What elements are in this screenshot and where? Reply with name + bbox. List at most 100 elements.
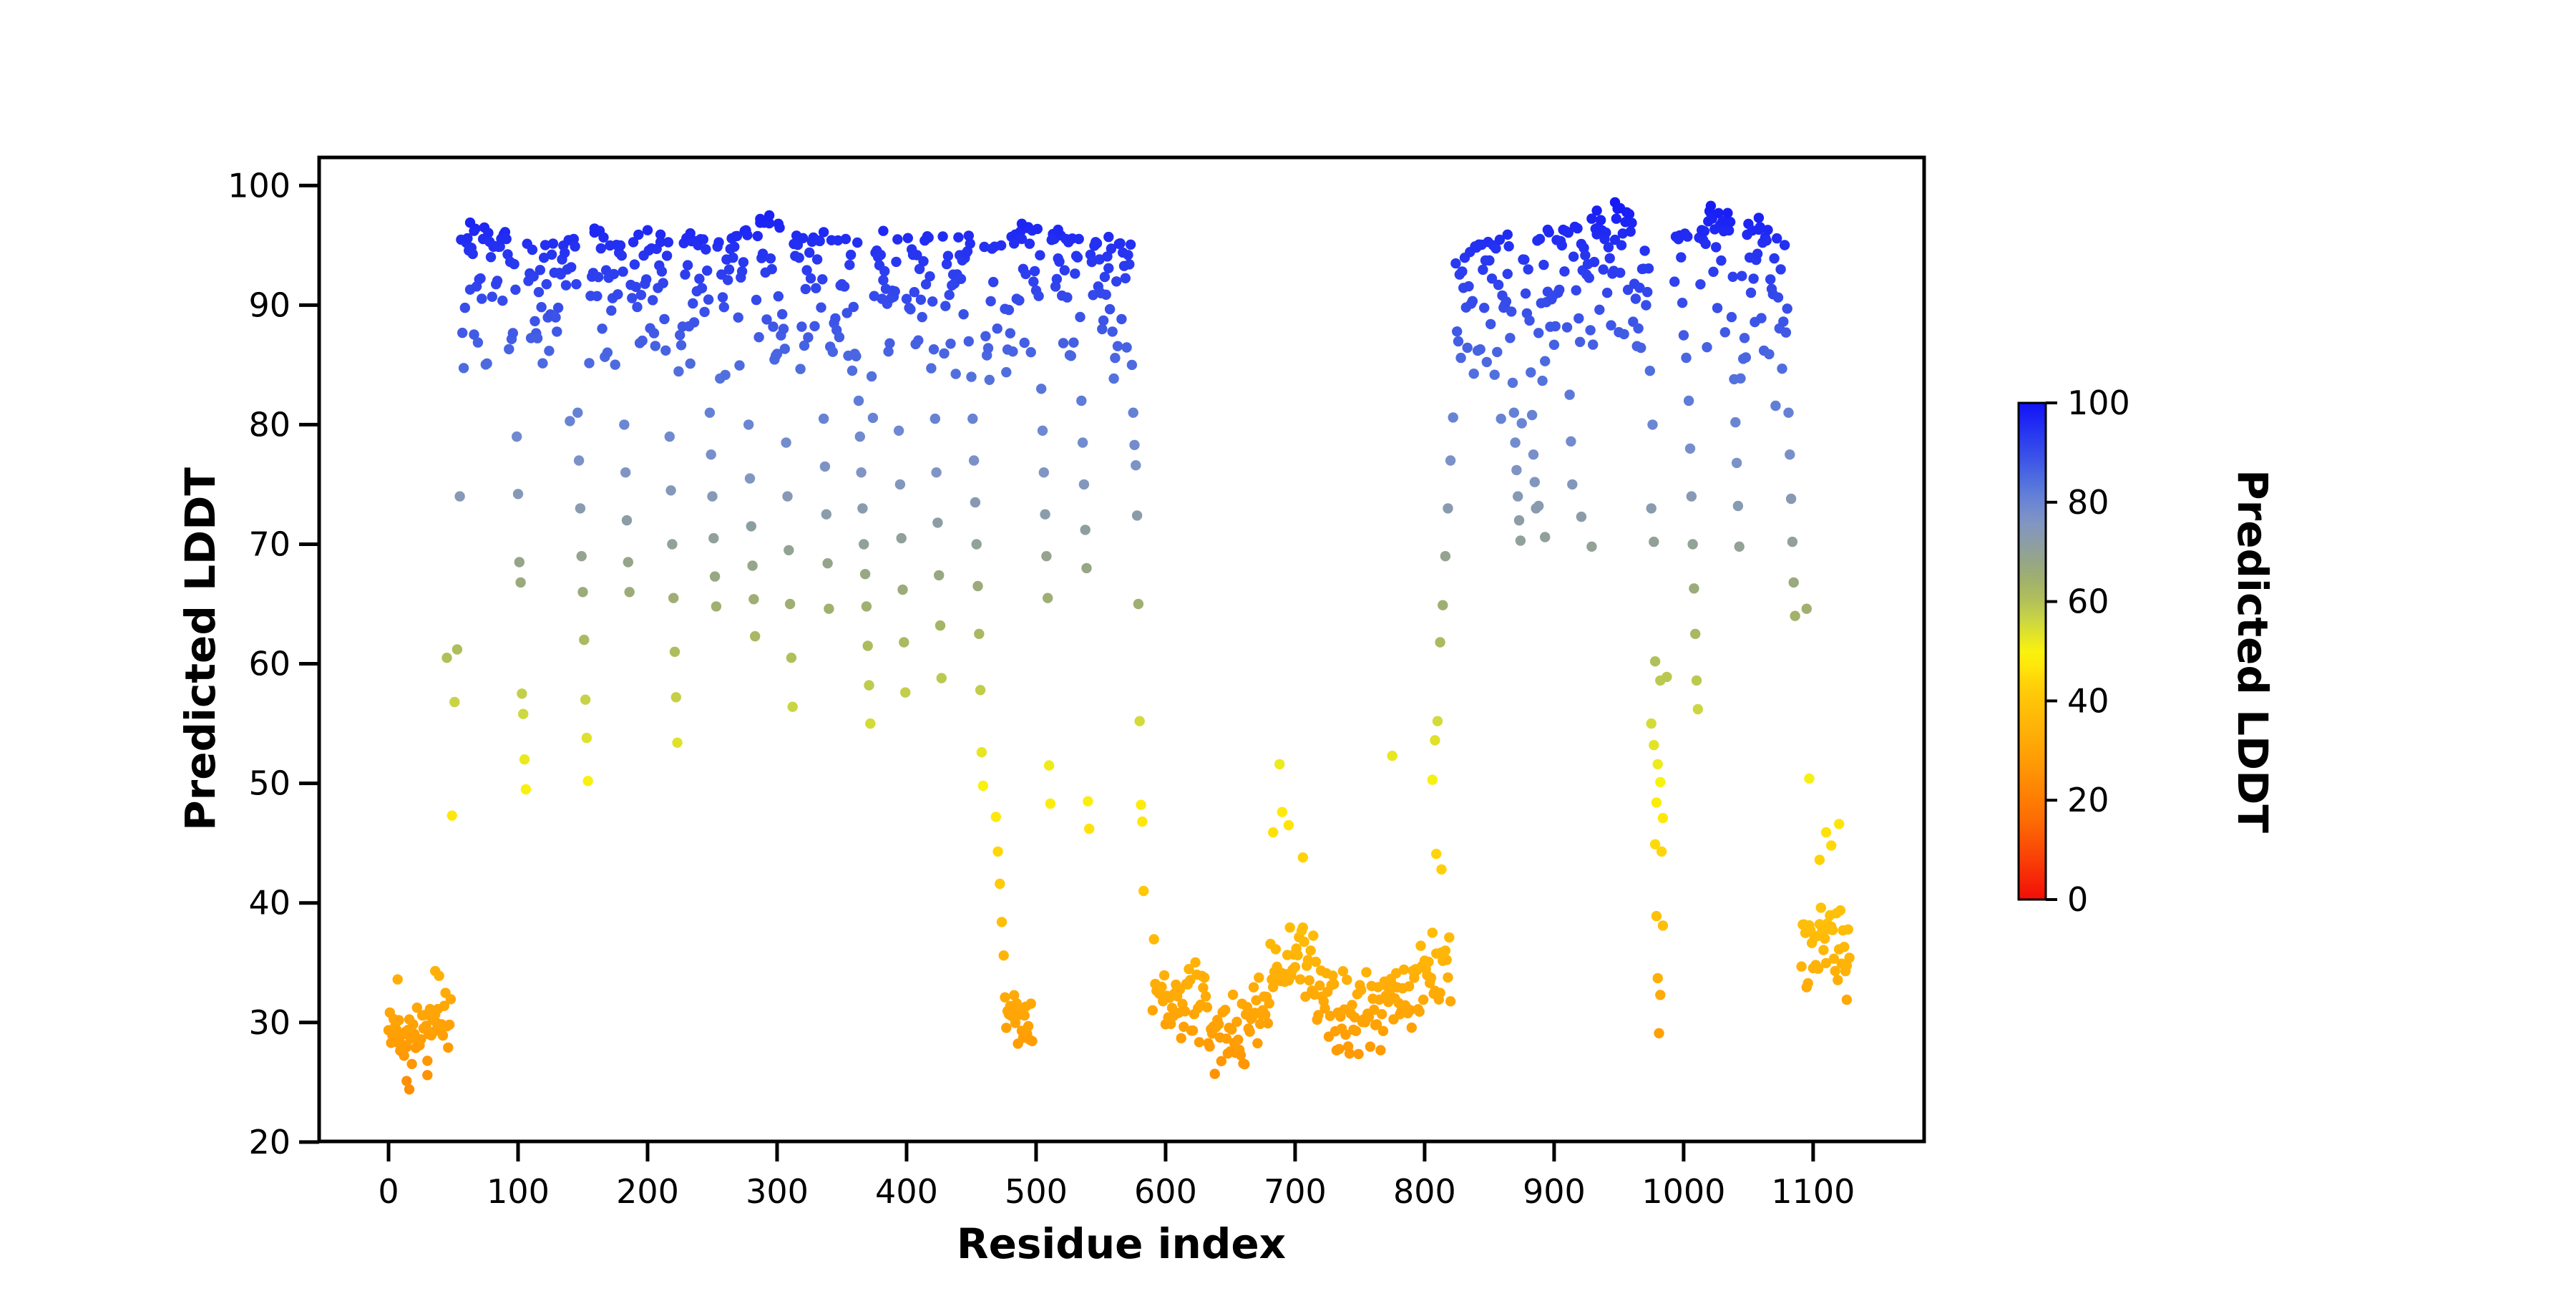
data-point xyxy=(589,223,600,234)
data-point xyxy=(560,280,572,291)
data-point xyxy=(990,812,1002,822)
data-point xyxy=(660,345,671,356)
data-point xyxy=(995,878,1005,890)
data-point xyxy=(1264,998,1274,1009)
data-point xyxy=(711,601,722,612)
data-point xyxy=(1682,231,1693,242)
data-point xyxy=(1731,457,1742,469)
data-point xyxy=(1065,351,1077,361)
data-point xyxy=(1493,279,1504,291)
data-point xyxy=(1511,464,1522,476)
data-point xyxy=(814,235,825,247)
data-point xyxy=(422,1070,433,1081)
data-point xyxy=(408,1019,419,1030)
data-point xyxy=(794,253,804,263)
data-point xyxy=(1268,827,1279,838)
data-point xyxy=(897,584,908,595)
y-tick-label: 50 xyxy=(248,764,291,803)
axes-spines xyxy=(317,155,1926,1144)
data-point xyxy=(1131,460,1141,471)
data-point xyxy=(1313,1010,1324,1020)
data-point xyxy=(1520,288,1531,299)
data-point xyxy=(615,240,626,251)
data-point xyxy=(416,1034,426,1045)
data-point xyxy=(1705,200,1717,211)
data-point xyxy=(1302,955,1314,965)
data-point xyxy=(547,238,559,249)
data-point xyxy=(738,257,749,268)
data-point xyxy=(1377,1026,1389,1036)
data-point xyxy=(937,231,948,242)
data-point xyxy=(1540,532,1551,542)
data-point xyxy=(934,570,945,581)
data-point xyxy=(1481,356,1492,368)
data-point xyxy=(552,302,564,313)
data-point xyxy=(1740,352,1751,363)
data-point xyxy=(1043,760,1055,771)
data-point xyxy=(1756,313,1767,323)
data-point xyxy=(1009,990,1020,1000)
data-point xyxy=(1248,982,1259,993)
data-point xyxy=(1051,273,1063,285)
data-point xyxy=(747,560,758,571)
data-point xyxy=(512,431,522,442)
data-point xyxy=(1524,315,1535,326)
data-point xyxy=(1783,407,1794,418)
data-point xyxy=(1501,296,1512,307)
data-point xyxy=(1405,1005,1416,1015)
data-point xyxy=(752,230,763,242)
data-point xyxy=(1724,217,1736,228)
data-point xyxy=(1204,1041,1215,1052)
data-point xyxy=(1726,311,1737,323)
data-point xyxy=(539,253,550,263)
data-point xyxy=(1398,964,1410,975)
data-point xyxy=(1094,254,1105,265)
data-point xyxy=(1035,250,1045,260)
data-point xyxy=(565,416,575,427)
data-point xyxy=(936,673,947,683)
data-point xyxy=(1120,273,1131,283)
data-point xyxy=(1054,256,1065,267)
data-point xyxy=(1827,925,1838,935)
data-point xyxy=(1277,807,1288,817)
data-point xyxy=(1507,377,1518,389)
data-point xyxy=(1097,323,1108,335)
data-point xyxy=(953,232,964,243)
data-point xyxy=(1305,945,1316,956)
y-axis: 20 30 40 50 60 70 80 90 100 xyxy=(228,166,319,1161)
data-point xyxy=(1655,990,1666,1000)
data-point xyxy=(867,412,879,424)
data-point xyxy=(786,653,797,663)
data-point xyxy=(941,258,952,270)
data-point xyxy=(970,497,981,508)
data-point xyxy=(958,309,969,320)
data-point xyxy=(1340,1029,1351,1041)
data-point xyxy=(1700,238,1711,249)
data-point xyxy=(1297,922,1309,933)
data-point xyxy=(1453,336,1464,347)
data-point xyxy=(1708,266,1719,277)
data-point xyxy=(619,419,630,430)
data-point xyxy=(1084,823,1095,834)
data-point xyxy=(444,1019,455,1031)
data-point xyxy=(441,653,452,663)
data-point xyxy=(1647,419,1658,430)
data-point xyxy=(1729,374,1740,385)
data-point xyxy=(1641,300,1652,311)
colorbar-tick-label: 100 xyxy=(2067,384,2130,422)
data-point xyxy=(706,449,716,460)
data-point xyxy=(1005,328,1016,338)
data-point xyxy=(1761,235,1772,246)
data-point xyxy=(1463,281,1474,292)
data-point xyxy=(1657,812,1669,824)
data-point xyxy=(1594,304,1605,315)
data-point xyxy=(1038,467,1050,478)
data-point xyxy=(811,283,821,293)
data-point xyxy=(1503,241,1514,252)
data-point xyxy=(1572,223,1583,234)
data-point xyxy=(1101,289,1111,300)
data-point xyxy=(1814,854,1825,865)
data-point xyxy=(1133,598,1144,610)
data-point xyxy=(1214,1019,1224,1030)
data-point xyxy=(1764,349,1775,360)
